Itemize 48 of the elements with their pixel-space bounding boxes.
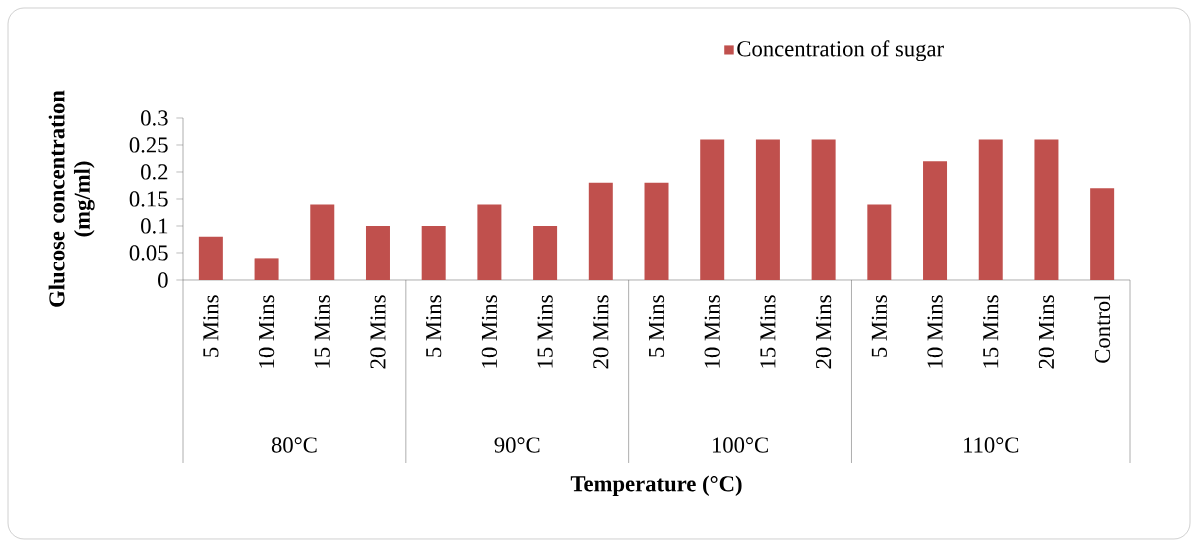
y-tick-label: 0.2 [141, 164, 168, 180]
bar [700, 139, 725, 280]
bar [533, 225, 558, 280]
x-tick-label: 5 Mins [426, 295, 442, 357]
bar [978, 139, 1003, 280]
bar [310, 204, 335, 280]
x-tick-label: 5 Mins [648, 295, 665, 357]
legend-label: Concentration of sugar [737, 40, 944, 62]
bar [811, 139, 836, 280]
x-axis-title: Temperature (°C) [570, 475, 742, 497]
bar [254, 258, 279, 280]
x-tick-label: 15 Mins [760, 295, 776, 368]
x-tick-label: 5 Mins [203, 295, 219, 357]
x-tick-label: 20 Mins [815, 295, 832, 369]
x-tick-label: 15 Mins [983, 295, 999, 368]
bar [867, 204, 892, 280]
y-tick-label: 0 [158, 272, 168, 288]
y-tick-label: 0.25 [129, 137, 168, 153]
text: 80°C [271, 437, 317, 453]
x-tick-label: Control [1094, 294, 1111, 363]
bar [421, 225, 446, 280]
y-tick-label: 0.15 [129, 191, 168, 207]
bar [477, 204, 502, 280]
x-tick-label: 5 Mins [871, 295, 887, 357]
text: 100°C [712, 437, 768, 453]
bar [923, 161, 948, 280]
y-axis-title: Glucose concentration (mg/ml) [48, 90, 95, 307]
x-tick-label: 15 Mins [314, 295, 330, 368]
x-tick-label: 20 Mins [1038, 295, 1055, 369]
bar [644, 182, 669, 280]
bar [588, 182, 613, 280]
bar [755, 139, 780, 280]
y-tick-label: 0.3 [141, 110, 168, 126]
x-tick-label: 10 Mins [927, 295, 943, 368]
x-tick-label: 10 Mins [704, 295, 720, 368]
x-tick-label: 20 Mins [593, 295, 609, 369]
bar [365, 225, 390, 280]
bar [1090, 188, 1115, 280]
bar [198, 236, 223, 280]
text: 90°C [494, 437, 540, 453]
x-tick-label: 20 Mins [370, 295, 386, 369]
x-tick-label: 15 Mins [537, 295, 553, 368]
x-tick-label: 10 Mins [481, 295, 498, 368]
x-tick-label: 10 Mins [258, 295, 275, 368]
bar [1034, 139, 1059, 280]
y-tick-label: 0.05 [129, 245, 168, 261]
y-tick-label: 0.1 [141, 218, 168, 234]
text: 110°C [964, 437, 1019, 453]
